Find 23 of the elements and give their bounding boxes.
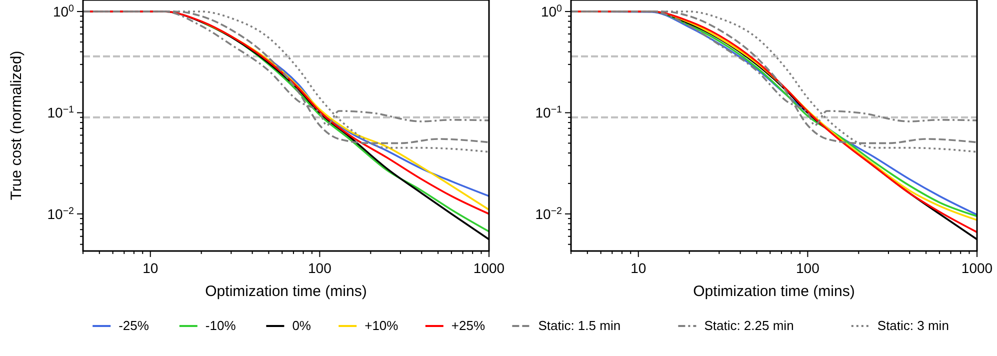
- x-axis-title: Optimization time (mins): [693, 283, 855, 300]
- x-tick-label: 100: [796, 260, 820, 276]
- y-tick-label: 10$^{−2}$: [47, 205, 74, 222]
- x-axis-title: Optimization time (mins): [205, 283, 367, 300]
- x-tick-label: 10: [142, 260, 158, 276]
- legend-label: +10%: [364, 318, 399, 333]
- legend-label: -25%: [118, 318, 150, 333]
- legend-label: -10%: [205, 318, 236, 333]
- x-tick-label: 1000: [961, 260, 993, 276]
- y-tick-label: 10$^{0}$: [540, 3, 563, 20]
- y-tick-label: 10$^{0}$: [52, 3, 75, 20]
- x-tick-label: 100: [308, 260, 332, 276]
- y-tick-label: 10$^{−1}$: [47, 104, 74, 121]
- y-axis-title: True cost (normalized): [8, 50, 25, 200]
- x-tick-label: 10: [630, 260, 646, 276]
- legend-label: +25%: [451, 318, 486, 333]
- legend-label: Static: 2.25 min: [704, 318, 794, 333]
- y-tick-label: 10$^{−1}$: [535, 104, 562, 121]
- y-tick-label: 10$^{−2}$: [535, 205, 562, 222]
- legend-label: Static: 1.5 min: [538, 318, 621, 333]
- x-tick-label: 1000: [473, 260, 505, 276]
- legend-label: Static: 3 min: [877, 318, 949, 333]
- legend-label: 0%: [292, 318, 312, 333]
